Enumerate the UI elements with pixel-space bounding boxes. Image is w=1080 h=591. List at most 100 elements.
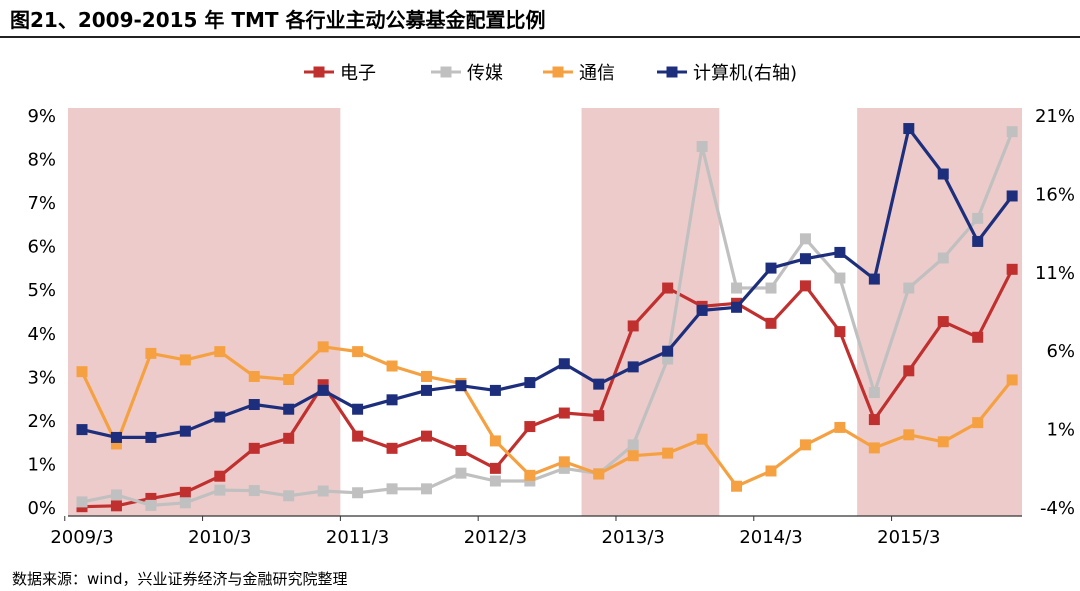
data-point — [834, 326, 846, 338]
data-point — [972, 235, 984, 247]
data-point — [214, 484, 226, 496]
x-tick-label: 2010/3 — [188, 527, 251, 548]
x-tick-label: 2009/3 — [50, 527, 113, 548]
legend-label: 传媒 — [467, 63, 503, 84]
y-left-tick-label: 6% — [27, 237, 56, 258]
data-point — [765, 465, 777, 477]
data-point — [662, 345, 674, 357]
y-left-tick-label: 3% — [27, 367, 56, 388]
data-point — [110, 431, 122, 443]
x-tick-label: 2011/3 — [326, 527, 389, 548]
legend-item-2: 传媒 — [431, 63, 503, 84]
series-line — [81, 268, 1014, 509]
data-point — [937, 252, 949, 264]
data-point — [110, 500, 122, 512]
data-point — [558, 407, 570, 419]
data-point — [489, 384, 501, 396]
data-point — [317, 485, 329, 497]
data-point — [248, 399, 260, 411]
data-point — [799, 439, 811, 451]
legend-label: 计算机(右轴) — [693, 63, 797, 84]
y-left-tick-label: 9% — [27, 106, 56, 127]
data-point — [386, 394, 398, 406]
data-point — [868, 273, 880, 285]
data-point — [558, 462, 570, 474]
data-point — [283, 432, 295, 444]
y-left-tick-label: 5% — [27, 280, 56, 301]
data-point — [179, 486, 191, 498]
data-point — [179, 354, 191, 366]
data-point — [1006, 190, 1018, 202]
data-point — [76, 424, 88, 436]
legend-marker — [313, 66, 325, 78]
data-point — [868, 414, 880, 426]
data-point — [145, 431, 157, 443]
data-point — [145, 347, 157, 359]
shaded-periods — [68, 108, 1022, 516]
data-point — [731, 301, 743, 313]
data-point — [524, 475, 536, 487]
data-point — [972, 417, 984, 429]
title-divider — [0, 36, 1080, 38]
data-point — [489, 475, 501, 487]
data-point — [765, 317, 777, 329]
data-point — [455, 445, 467, 457]
data-point — [524, 421, 536, 433]
data-point — [145, 492, 157, 504]
data-point — [421, 430, 432, 442]
y-left-tick-label: 4% — [27, 324, 56, 345]
x-tick-label: 2015/3 — [877, 527, 940, 548]
x-tick-label: 2014/3 — [739, 527, 802, 548]
data-point — [627, 450, 639, 462]
data-point — [593, 410, 605, 422]
data-point — [214, 346, 226, 358]
data-point — [696, 433, 708, 445]
data-point — [179, 497, 191, 509]
data-point — [283, 403, 295, 415]
legend-item-1: 电子 — [304, 63, 376, 84]
data-point — [937, 436, 949, 448]
data-point — [937, 168, 949, 180]
data-point — [972, 331, 984, 343]
source-note: 数据来源：wind，兴业证券经济与金融研究院整理 — [12, 570, 348, 588]
x-tick-label: 2012/3 — [464, 527, 527, 548]
data-point — [1006, 263, 1018, 275]
data-point — [903, 429, 915, 441]
data-point — [110, 438, 122, 450]
y-left-tick-label: 7% — [27, 193, 56, 214]
data-point — [352, 346, 364, 358]
y-right-tick-label: 11% — [1035, 263, 1075, 284]
data-point — [352, 487, 364, 499]
data-point — [627, 361, 639, 373]
legend-label: 电子 — [340, 63, 376, 84]
data-point — [765, 282, 777, 294]
data-point — [317, 384, 329, 396]
figure-title: 图21、2009-2015 年 TMT 各行业主动公募基金配置比例 — [10, 8, 546, 32]
data-point — [799, 253, 811, 265]
data-point — [421, 370, 432, 382]
data-point — [834, 246, 846, 258]
data-point — [110, 489, 122, 501]
data-point — [627, 320, 639, 332]
data-point — [248, 485, 260, 497]
data-point — [352, 403, 364, 415]
x-tick-label: 2013/3 — [602, 527, 665, 548]
data-point — [386, 360, 398, 372]
y-left-tick-label: 2% — [27, 411, 56, 432]
data-point — [558, 456, 570, 468]
y-right-tick-label: 6% — [1046, 341, 1075, 362]
data-point — [214, 411, 226, 423]
data-point — [558, 358, 570, 370]
legend-marker — [552, 66, 564, 78]
data-point — [834, 272, 846, 284]
data-point — [731, 480, 743, 492]
data-point — [903, 282, 915, 294]
data-point — [352, 430, 364, 442]
data-point — [145, 499, 157, 511]
data-point — [421, 384, 432, 396]
data-point — [386, 483, 398, 495]
data-point — [765, 262, 777, 274]
legend-item-4: 计算机(右轴) — [657, 63, 797, 84]
data-point — [799, 233, 811, 245]
shaded-period-1 — [68, 108, 341, 516]
